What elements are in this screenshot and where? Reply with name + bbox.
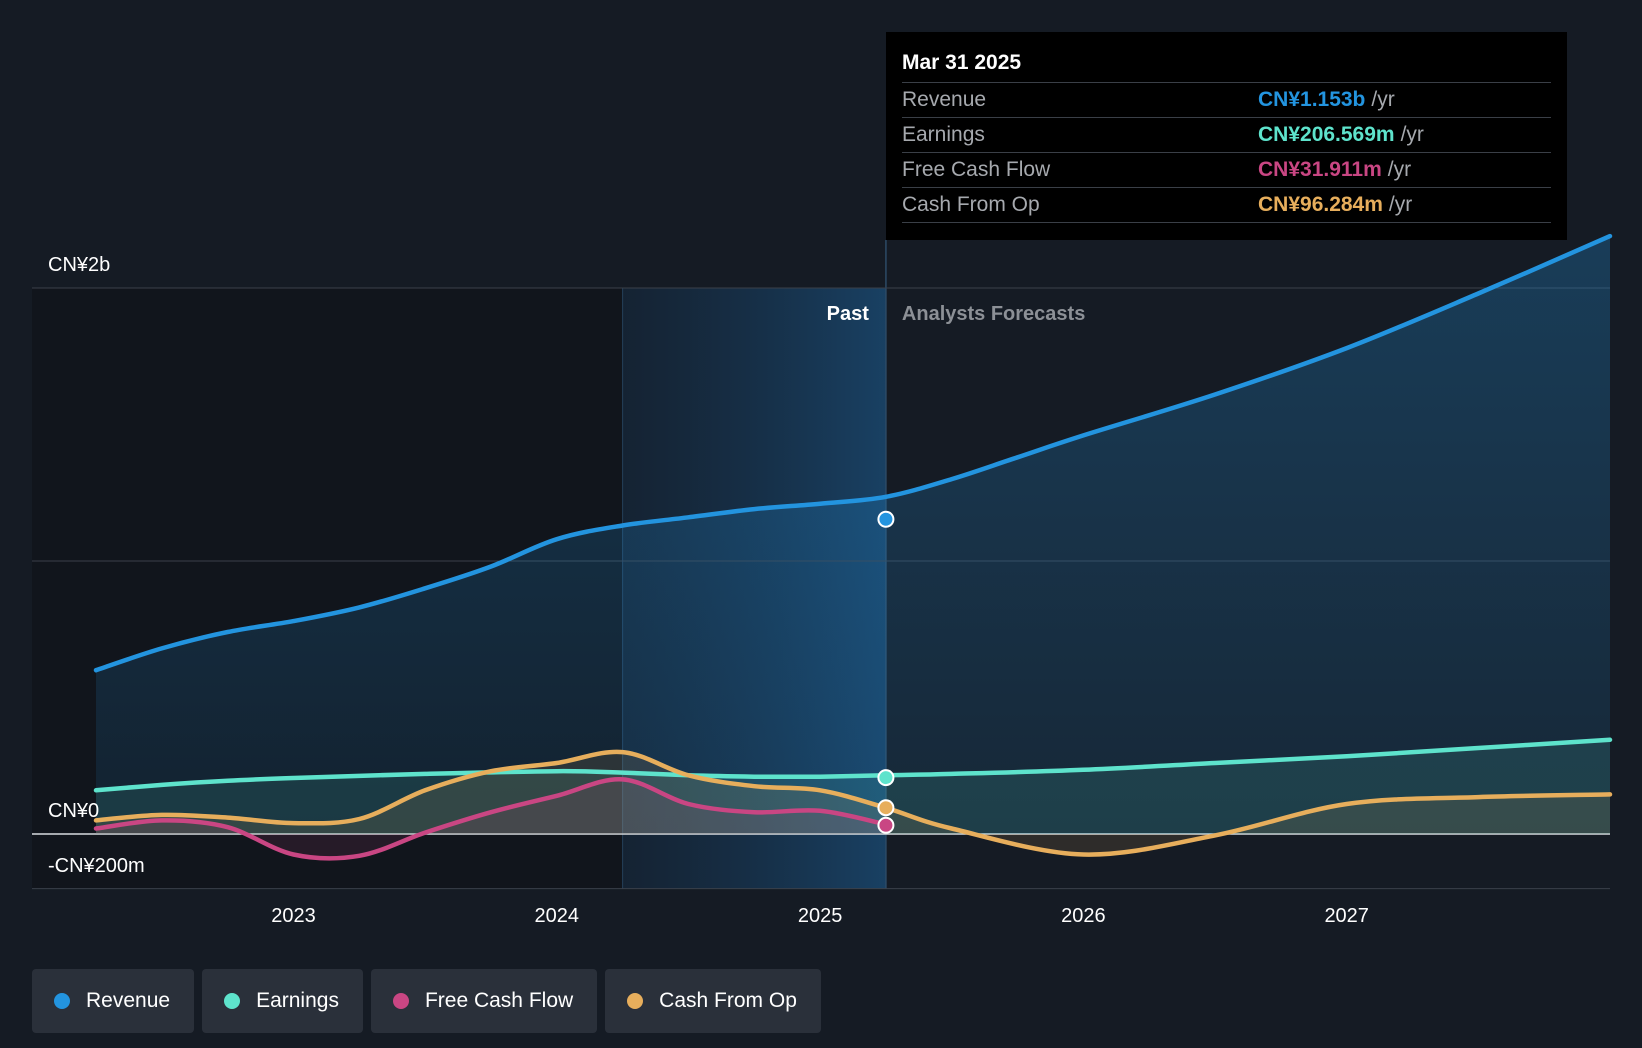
tooltip-unit: /yr — [1400, 123, 1424, 146]
tooltip-label: Cash From Op — [902, 193, 1040, 216]
line-revenue — [93, 233, 1613, 673]
past-label: Past — [827, 303, 870, 325]
legend-item-free-cash-flow[interactable]: Free Cash Flow — [370, 969, 598, 1033]
legend-label: Free Cash Flow — [424, 989, 574, 1012]
tooltip-value: CN¥206.569m — [1258, 123, 1395, 146]
y-tick-label: CN¥0 — [48, 800, 99, 822]
legend-item-cash-from-op[interactable]: Cash From Op — [605, 969, 821, 1033]
legend-dot-icon — [627, 993, 644, 1009]
legend-label: Revenue — [86, 989, 171, 1012]
marker-free-cash-flow — [877, 816, 895, 834]
x-tick-label: 2025 — [798, 905, 843, 927]
x-tick-label: 2027 — [1324, 905, 1369, 927]
tooltip-unit: /yr — [1388, 193, 1413, 216]
line-earnings — [93, 737, 1613, 793]
tooltip-row-revenue: Revenue CN¥1.153b /yr — [902, 82, 1551, 117]
y-tick-label: -CN¥200m — [48, 855, 145, 877]
area-cash-from-op — [96, 751, 1610, 855]
legend-item-earnings[interactable]: Earnings — [202, 969, 363, 1033]
x-tick-label: 2023 — [271, 905, 316, 927]
legend-dot-icon — [54, 993, 70, 1009]
tooltip-label: Earnings — [902, 123, 985, 146]
tooltip: Mar 31 2025 Revenue CN¥1.153b /yr Earnin… — [886, 32, 1567, 240]
tooltip-row-earnings: Earnings CN¥206.569m /yr — [902, 117, 1551, 152]
x-tick-label: 2026 — [1061, 905, 1106, 927]
marker-earnings — [877, 769, 895, 787]
tooltip-value: CN¥1.153b — [1258, 88, 1366, 111]
tooltip-unit: /yr — [1387, 158, 1412, 181]
legend-label: Earnings — [256, 989, 339, 1012]
line-free-cash-flow — [93, 777, 889, 861]
forecast-label: Analysts Forecasts — [902, 303, 1085, 325]
legend: Revenue Earnings Free Cash Flow Cash Fro… — [32, 969, 821, 1033]
area-free-cash-flow — [96, 779, 886, 859]
line-cash-from-op — [93, 749, 1613, 857]
legend-dot-icon — [224, 993, 241, 1009]
y-tick-label: CN¥2b — [48, 254, 110, 276]
tooltip-row-free-cash-flow: Free Cash Flow CN¥31.911m /yr — [902, 152, 1551, 187]
tooltip-label: Revenue — [902, 88, 987, 111]
tooltip-unit: /yr — [1371, 88, 1395, 111]
marker-cash-from-op — [877, 799, 895, 817]
area-revenue — [96, 236, 1610, 835]
tooltip-value: CN¥31.911m — [1258, 158, 1382, 181]
x-tick-label: 2024 — [535, 905, 580, 927]
legend-label: Cash From Op — [659, 989, 797, 1012]
tooltip-date: Mar 31 2025 — [902, 51, 1022, 74]
tooltip-row-cash-from-op: Cash From Op CN¥96.284m /yr — [902, 187, 1551, 223]
tooltip-label: Free Cash Flow — [902, 158, 1051, 181]
marker-revenue — [877, 510, 895, 528]
legend-item-revenue[interactable]: Revenue — [32, 969, 195, 1033]
legend-dot-icon — [392, 993, 409, 1009]
tooltip-value: CN¥96.284m — [1258, 193, 1383, 216]
